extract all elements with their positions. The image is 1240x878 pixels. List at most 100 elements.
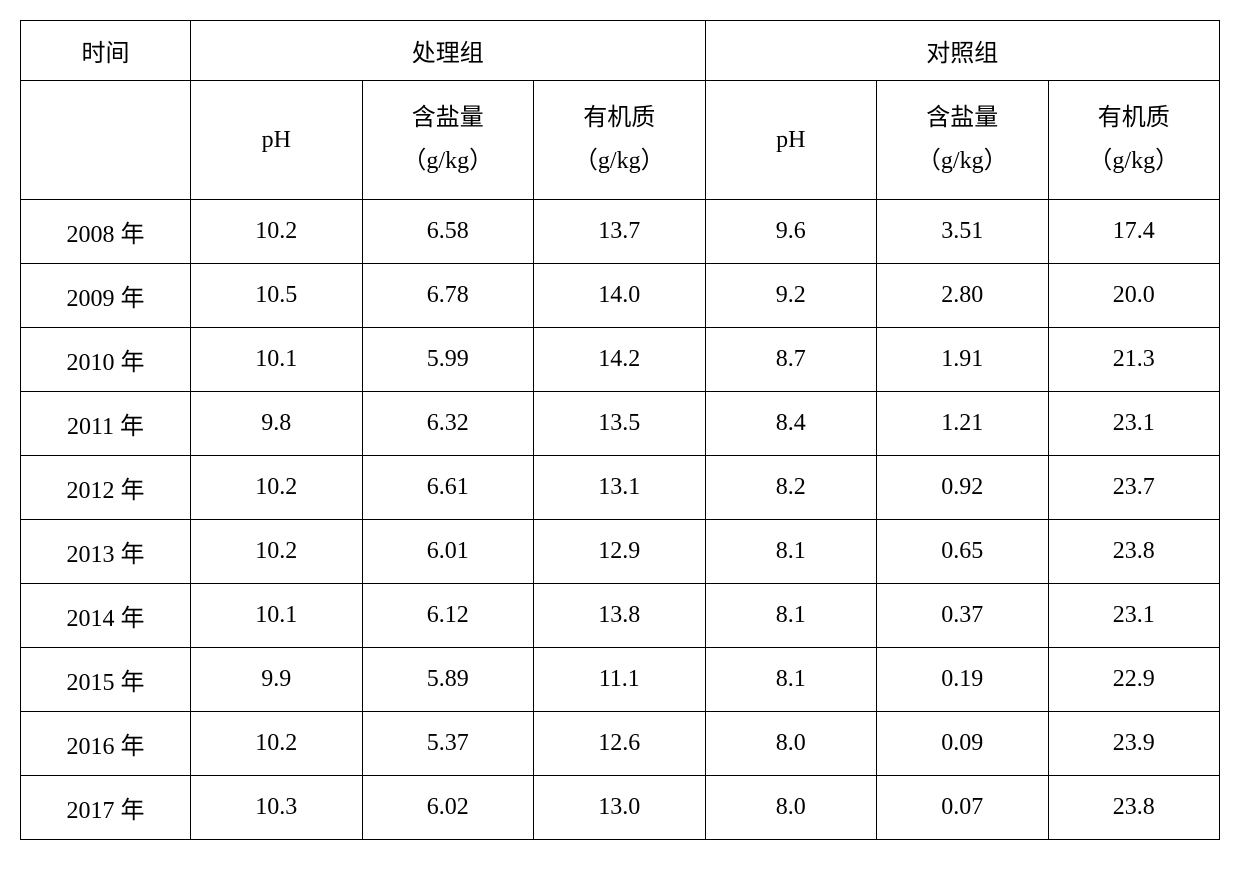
cell-g2-org: 23.8 bbox=[1048, 776, 1220, 840]
cell-g2-salt: 1.21 bbox=[877, 392, 1049, 456]
cell-g1-salt: 5.99 bbox=[362, 328, 534, 392]
cell-g2-salt: 3.51 bbox=[877, 200, 1049, 264]
cell-g1-ph: 10.2 bbox=[191, 200, 363, 264]
subheader-organic-label: 有机质 bbox=[1098, 105, 1170, 131]
cell-time: 2009 年 bbox=[21, 264, 191, 328]
cell-g1-org: 13.8 bbox=[534, 584, 706, 648]
cell-time: 2008 年 bbox=[21, 200, 191, 264]
cell-g1-ph: 10.2 bbox=[191, 520, 363, 584]
cell-g2-salt: 0.65 bbox=[877, 520, 1049, 584]
cell-g2-org: 23.8 bbox=[1048, 520, 1220, 584]
cell-g1-salt: 6.02 bbox=[362, 776, 534, 840]
cell-g2-salt: 0.37 bbox=[877, 584, 1049, 648]
table-row: 2012 年 10.2 6.61 13.1 8.2 0.92 23.7 bbox=[21, 456, 1220, 520]
cell-g2-salt: 0.07 bbox=[877, 776, 1049, 840]
header-group2: 对照组 bbox=[705, 21, 1220, 81]
cell-g2-org: 17.4 bbox=[1048, 200, 1220, 264]
cell-g1-ph: 9.8 bbox=[191, 392, 363, 456]
header-row-2: pH 含盐量 （g/kg） 有机质 （g/kg） pH 含盐量 （g/kg） 有… bbox=[21, 81, 1220, 200]
cell-g2-salt: 0.09 bbox=[877, 712, 1049, 776]
cell-time: 2015 年 bbox=[21, 648, 191, 712]
cell-g2-org: 20.0 bbox=[1048, 264, 1220, 328]
subheader-salt-label: 含盐量 bbox=[412, 105, 484, 131]
cell-g2-ph: 8.0 bbox=[705, 712, 877, 776]
cell-g1-salt: 5.89 bbox=[362, 648, 534, 712]
subheader-g2-organic: 有机质 （g/kg） bbox=[1048, 81, 1220, 200]
cell-g1-org: 12.9 bbox=[534, 520, 706, 584]
cell-g2-ph: 8.0 bbox=[705, 776, 877, 840]
cell-g1-org: 13.7 bbox=[534, 200, 706, 264]
cell-g1-salt: 6.32 bbox=[362, 392, 534, 456]
table-row: 2010 年 10.1 5.99 14.2 8.7 1.91 21.3 bbox=[21, 328, 1220, 392]
subheader-salt-unit: （g/kg） bbox=[917, 148, 1008, 174]
cell-g2-org: 23.7 bbox=[1048, 456, 1220, 520]
cell-g2-ph: 8.7 bbox=[705, 328, 877, 392]
header-group1: 处理组 bbox=[191, 21, 706, 81]
table-row: 2017 年 10.3 6.02 13.0 8.0 0.07 23.8 bbox=[21, 776, 1220, 840]
cell-time: 2010 年 bbox=[21, 328, 191, 392]
cell-g1-ph: 9.9 bbox=[191, 648, 363, 712]
cell-g2-salt: 0.92 bbox=[877, 456, 1049, 520]
cell-g1-ph: 10.3 bbox=[191, 776, 363, 840]
cell-g2-ph: 8.4 bbox=[705, 392, 877, 456]
cell-g1-org: 14.2 bbox=[534, 328, 706, 392]
table-row: 2013 年 10.2 6.01 12.9 8.1 0.65 23.8 bbox=[21, 520, 1220, 584]
cell-g1-salt: 6.58 bbox=[362, 200, 534, 264]
table-body: 2008 年 10.2 6.58 13.7 9.6 3.51 17.4 2009… bbox=[21, 200, 1220, 840]
cell-g2-org: 21.3 bbox=[1048, 328, 1220, 392]
cell-g1-ph: 10.2 bbox=[191, 712, 363, 776]
data-table: 时间 处理组 对照组 pH 含盐量 （g/kg） 有机质 （g/kg） pH 含… bbox=[20, 20, 1220, 840]
cell-g2-ph: 8.1 bbox=[705, 648, 877, 712]
header-row-1: 时间 处理组 对照组 bbox=[21, 21, 1220, 81]
cell-time: 2013 年 bbox=[21, 520, 191, 584]
cell-g1-org: 12.6 bbox=[534, 712, 706, 776]
table-row: 2008 年 10.2 6.58 13.7 9.6 3.51 17.4 bbox=[21, 200, 1220, 264]
cell-g1-ph: 10.1 bbox=[191, 584, 363, 648]
subheader-salt-label: 含盐量 bbox=[926, 105, 998, 131]
cell-g2-org: 23.1 bbox=[1048, 584, 1220, 648]
table-row: 2011 年 9.8 6.32 13.5 8.4 1.21 23.1 bbox=[21, 392, 1220, 456]
cell-g1-salt: 6.61 bbox=[362, 456, 534, 520]
subheader-g1-organic: 有机质 （g/kg） bbox=[534, 81, 706, 200]
cell-g1-org: 13.1 bbox=[534, 456, 706, 520]
cell-g1-salt: 5.37 bbox=[362, 712, 534, 776]
cell-g2-ph: 8.2 bbox=[705, 456, 877, 520]
cell-g1-ph: 10.2 bbox=[191, 456, 363, 520]
cell-g2-ph: 9.2 bbox=[705, 264, 877, 328]
cell-g1-org: 13.5 bbox=[534, 392, 706, 456]
header-time: 时间 bbox=[21, 21, 191, 81]
cell-g2-ph: 8.1 bbox=[705, 520, 877, 584]
subheader-g1-salt: 含盐量 （g/kg） bbox=[362, 81, 534, 200]
cell-g1-salt: 6.01 bbox=[362, 520, 534, 584]
cell-g1-org: 14.0 bbox=[534, 264, 706, 328]
cell-g2-org: 23.9 bbox=[1048, 712, 1220, 776]
cell-g1-salt: 6.12 bbox=[362, 584, 534, 648]
cell-g2-salt: 0.19 bbox=[877, 648, 1049, 712]
table-row: 2016 年 10.2 5.37 12.6 8.0 0.09 23.9 bbox=[21, 712, 1220, 776]
subheader-salt-unit: （g/kg） bbox=[402, 148, 493, 174]
subheader-organic-unit: （g/kg） bbox=[1088, 148, 1179, 174]
cell-g2-org: 23.1 bbox=[1048, 392, 1220, 456]
cell-g2-org: 22.9 bbox=[1048, 648, 1220, 712]
subheader-organic-label: 有机质 bbox=[583, 105, 655, 131]
cell-g2-salt: 1.91 bbox=[877, 328, 1049, 392]
cell-time: 2017 年 bbox=[21, 776, 191, 840]
subheader-organic-unit: （g/kg） bbox=[574, 148, 665, 174]
cell-time: 2012 年 bbox=[21, 456, 191, 520]
cell-g1-org: 11.1 bbox=[534, 648, 706, 712]
cell-time: 2011 年 bbox=[21, 392, 191, 456]
subheader-g1-ph: pH bbox=[191, 81, 363, 200]
cell-g2-ph: 9.6 bbox=[705, 200, 877, 264]
subheader-g2-salt: 含盐量 （g/kg） bbox=[877, 81, 1049, 200]
cell-g1-org: 13.0 bbox=[534, 776, 706, 840]
subheader-g2-ph: pH bbox=[705, 81, 877, 200]
table-row: 2009 年 10.5 6.78 14.0 9.2 2.80 20.0 bbox=[21, 264, 1220, 328]
subheader-empty bbox=[21, 81, 191, 200]
cell-time: 2016 年 bbox=[21, 712, 191, 776]
table-row: 2014 年 10.1 6.12 13.8 8.1 0.37 23.1 bbox=[21, 584, 1220, 648]
table-row: 2015 年 9.9 5.89 11.1 8.1 0.19 22.9 bbox=[21, 648, 1220, 712]
cell-g1-ph: 10.5 bbox=[191, 264, 363, 328]
cell-g2-ph: 8.1 bbox=[705, 584, 877, 648]
cell-g2-salt: 2.80 bbox=[877, 264, 1049, 328]
cell-g1-ph: 10.1 bbox=[191, 328, 363, 392]
